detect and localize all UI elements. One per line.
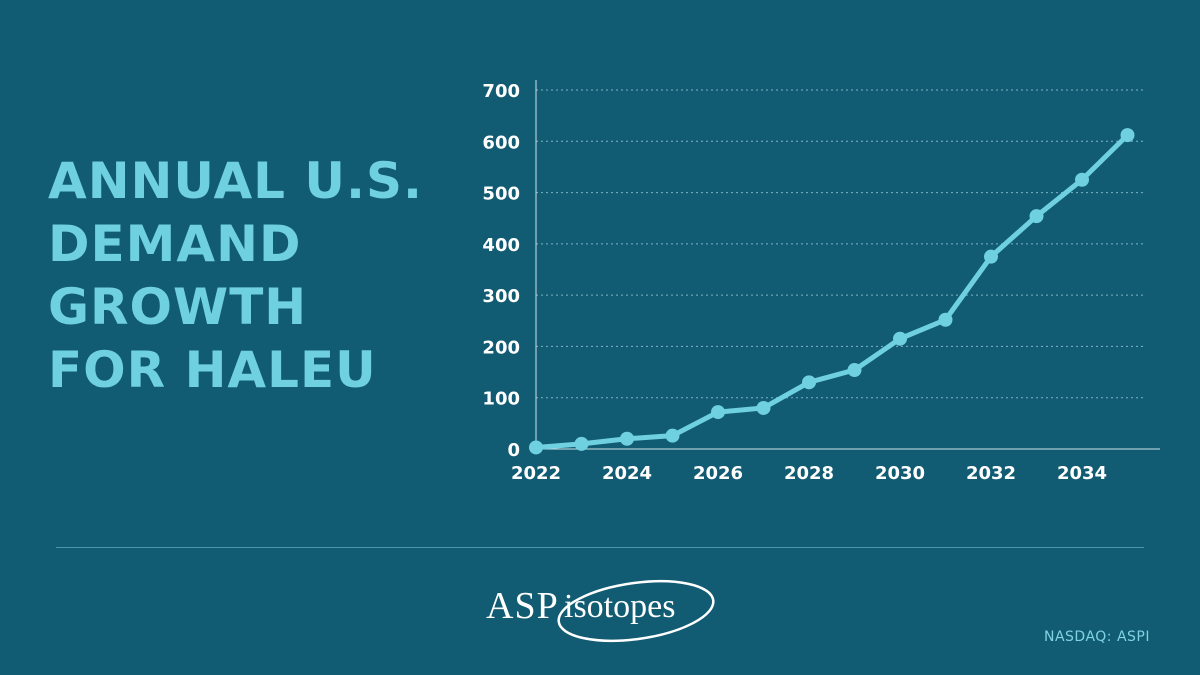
data-point-2029 bbox=[847, 363, 862, 378]
data-point-2022 bbox=[529, 440, 543, 455]
y-tick-label-300: 300 bbox=[482, 286, 520, 307]
data-point-2034 bbox=[1075, 172, 1089, 187]
data-point-2032 bbox=[984, 249, 998, 264]
data-point-2035 bbox=[1120, 128, 1135, 143]
title-line-2: DEMAND bbox=[48, 215, 302, 273]
x-tick-label-2024: 2024 bbox=[602, 463, 652, 484]
data-point-2033 bbox=[1029, 209, 1044, 224]
data-point-2030 bbox=[893, 331, 907, 346]
data-point-2023 bbox=[574, 436, 589, 451]
data-point-2031 bbox=[938, 312, 953, 327]
title-line-1: ANNUAL U.S. bbox=[48, 152, 424, 210]
data-point-2025 bbox=[665, 428, 680, 443]
data-point-2026 bbox=[711, 405, 725, 420]
data-point-2024 bbox=[620, 431, 634, 446]
y-tick-label-200: 200 bbox=[482, 337, 520, 358]
data-point-2028 bbox=[802, 375, 816, 390]
y-tick-label-0: 0 bbox=[507, 440, 520, 461]
data-point-2027 bbox=[756, 400, 771, 415]
title-line-4: FOR HALEU bbox=[48, 341, 377, 399]
asp-isotopes-logo: ASP isotopes bbox=[478, 570, 724, 644]
y-tick-label-700: 700 bbox=[482, 81, 520, 102]
logo-oval-icon bbox=[557, 579, 715, 643]
divider bbox=[56, 547, 1144, 548]
series-line-0 bbox=[533, 132, 1130, 450]
y-tick-label-100: 100 bbox=[482, 389, 520, 410]
y-tick-label-400: 400 bbox=[482, 235, 520, 256]
x-tick-label-2032: 2032 bbox=[966, 463, 1016, 484]
ticker-label: NASDAQ: ASPI bbox=[1043, 629, 1150, 645]
logo-text-main: ASP bbox=[486, 585, 559, 627]
title-line-3: GROWTH bbox=[48, 278, 308, 336]
x-tick-label-2026: 2026 bbox=[693, 463, 743, 484]
line-chart: 0 100 200 300 400 500 600 700 2022 2024 2026 2028 20… bbox=[482, 80, 1160, 484]
x-tick-label-2034: 2034 bbox=[1057, 463, 1107, 484]
y-tick-label-500: 500 bbox=[482, 184, 520, 205]
x-tick-label-2028: 2028 bbox=[784, 463, 834, 484]
y-tick-label-600: 600 bbox=[482, 132, 520, 153]
chart-title: ANNUAL U.S. DEMAND GROWTH FOR HALEU bbox=[48, 150, 468, 402]
logo-text-sub: isotopes bbox=[564, 588, 676, 625]
x-tick-label-2030: 2030 bbox=[875, 463, 925, 484]
x-tick-label-2022: 2022 bbox=[511, 463, 561, 484]
